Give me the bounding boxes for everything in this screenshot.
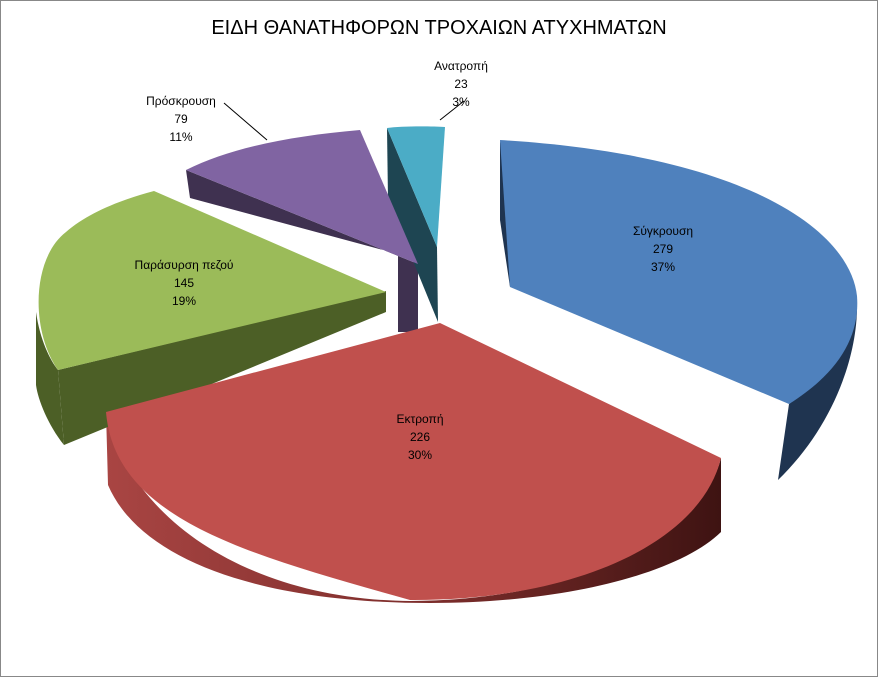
data-label-pedestrian: Παράσυρση πεζού 145 19% xyxy=(135,258,234,308)
label-percent: 19% xyxy=(172,294,196,308)
label-value: 79 xyxy=(174,112,188,126)
label-name: Παράσυρση πεζού xyxy=(135,258,234,272)
slice-tops xyxy=(38,126,858,601)
label-percent: 11% xyxy=(169,130,192,144)
chart-title: ΕΙΔΗ ΘΑΝΑΤΗΦΟΡΩΝ ΤΡΟΧΑΙΩΝ ΑΤΥΧΗΜΑΤΩΝ xyxy=(211,17,666,39)
slice-wall-pedestrian xyxy=(36,312,64,445)
slice-overturn xyxy=(387,126,445,247)
label-name: Ανατροπή xyxy=(434,59,488,73)
data-label-collision: Σύγκρουση 279 37% xyxy=(633,224,693,274)
slice-runoff xyxy=(106,323,721,601)
label-percent: 37% xyxy=(651,260,675,274)
leader-line-overturn-1 xyxy=(439,100,465,121)
label-name: Σύγκρουση xyxy=(633,224,693,238)
data-label-overturn: Ανατροπή 23 3% xyxy=(434,59,488,109)
data-label-impact: Πρόσκρουση 79 11% xyxy=(146,94,216,144)
label-percent: 3% xyxy=(452,95,470,109)
label-percent: 30% xyxy=(408,448,432,462)
leader-line-impact xyxy=(223,102,268,141)
label-value: 279 xyxy=(653,242,673,256)
slice-wall-overturn xyxy=(387,128,438,322)
data-label-runoff: Εκτροπή 226 30% xyxy=(396,412,443,462)
label-value: 23 xyxy=(454,77,468,91)
slice-impact xyxy=(186,130,418,264)
slice-wall-impact xyxy=(186,170,418,332)
slice-pedestrian xyxy=(38,191,386,370)
label-name: Εκτροπή xyxy=(396,412,443,426)
slice-collision xyxy=(500,140,858,404)
label-name: Πρόσκρουση xyxy=(146,94,216,108)
label-value: 226 xyxy=(410,430,430,444)
label-value: 145 xyxy=(174,276,194,290)
